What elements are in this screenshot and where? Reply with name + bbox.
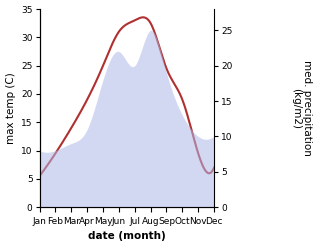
X-axis label: date (month): date (month) bbox=[88, 231, 166, 242]
Y-axis label: med. precipitation
(kg/m2): med. precipitation (kg/m2) bbox=[291, 60, 313, 156]
Y-axis label: max temp (C): max temp (C) bbox=[5, 72, 16, 144]
